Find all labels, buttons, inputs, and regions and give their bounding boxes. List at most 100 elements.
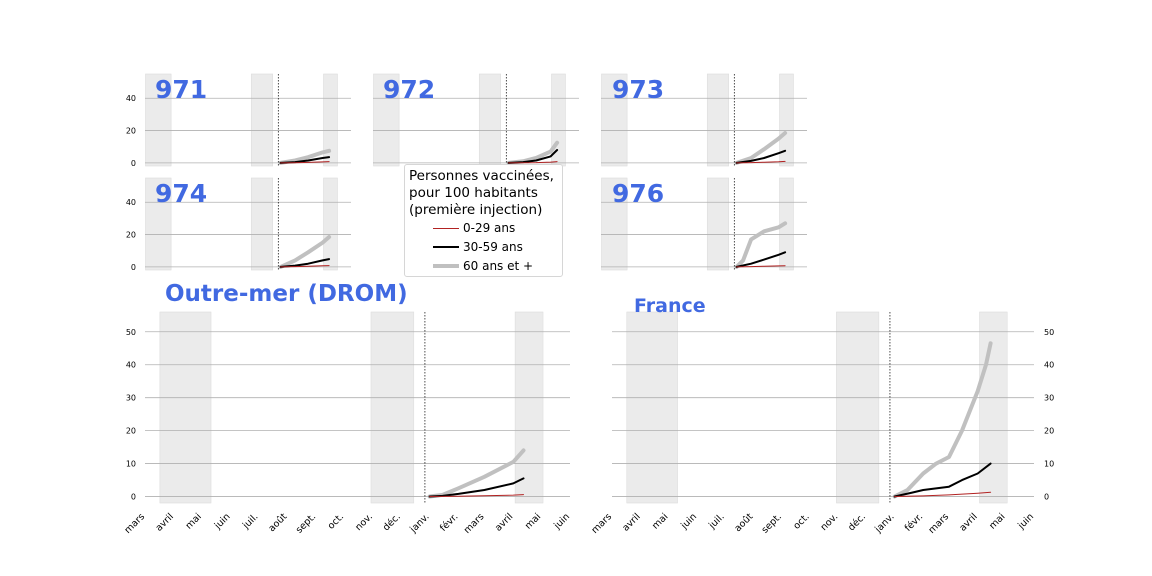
shaded-period	[836, 311, 880, 504]
shaded-period	[779, 73, 794, 167]
panel-title: 973	[612, 75, 664, 104]
x-tick-label: nov.	[819, 511, 841, 533]
legend-title-line: Personnes vaccinées,	[409, 168, 554, 184]
x-tick-label: mars	[462, 511, 487, 536]
series-line-senior	[734, 131, 788, 165]
x-tick-label: juin	[212, 511, 233, 532]
x-tick-label: oct.	[791, 511, 811, 531]
series-line-middle	[735, 149, 787, 164]
panel-title: 972	[383, 75, 435, 104]
y-tick-label: 20	[1044, 427, 1054, 436]
x-tick-label: août	[267, 511, 290, 534]
series-line-middle	[735, 251, 787, 268]
series-line-young	[280, 265, 330, 268]
x-tick-label: mai	[523, 511, 543, 531]
x-tick-label: juil.	[240, 511, 260, 531]
legend-swatch-young	[433, 227, 459, 229]
legend-title: Personnes vaccinées, pour 100 habitants …	[409, 168, 554, 219]
series-line-senior	[506, 140, 560, 165]
legend-label: 60 ans et +	[463, 259, 534, 273]
legend-swatch-middle	[433, 246, 459, 248]
series-line-senior	[892, 341, 993, 499]
shaded-period	[323, 73, 338, 167]
legend-entry-young: 0-29 ans	[433, 219, 515, 237]
x-tick-label: juin	[678, 511, 699, 532]
x-tick-label: mai	[650, 511, 670, 531]
y-tick-label: 40	[126, 198, 136, 207]
y-tick-label: 30	[1044, 394, 1054, 403]
series-line-young	[894, 491, 992, 497]
legend-swatch-senior	[433, 264, 459, 268]
x-tick-label: avril	[493, 511, 515, 533]
y-tick-label: 40	[126, 361, 136, 370]
y-tick-label: 20	[126, 427, 136, 436]
series-line-young	[280, 161, 330, 164]
shaded-period	[323, 177, 338, 271]
legend-title-line: pour 100 habitants	[409, 185, 538, 201]
x-tick-label: mai	[987, 511, 1007, 531]
legend-label: 30-59 ans	[463, 240, 523, 254]
series-line-senior	[734, 221, 788, 269]
x-tick-label: févr.	[903, 511, 926, 534]
y-tick-label: 0	[131, 159, 136, 168]
legend-label: 0-29 ans	[463, 221, 516, 235]
y-tick-label: 50	[126, 328, 136, 337]
x-tick-label: nov.	[353, 511, 375, 533]
x-tick-label: juil.	[706, 511, 726, 531]
legend-title-line: (première injection)	[409, 202, 543, 218]
panel-title: Outre-mer (DROM)	[165, 281, 408, 307]
y-tick-label: 30	[126, 394, 136, 403]
shaded-period	[601, 73, 628, 167]
y-tick-label: 10	[1044, 460, 1054, 469]
x-tick-label: févr.	[438, 511, 461, 534]
shaded-period	[250, 177, 274, 271]
shaded-period	[478, 73, 502, 167]
legend-entry-middle: 30-59 ans	[433, 238, 523, 256]
shaded-period	[706, 73, 730, 167]
x-tick-label: juin	[551, 511, 572, 532]
shaded-period	[601, 177, 628, 271]
y-tick-label: 20	[126, 127, 136, 136]
series-line-young	[429, 494, 524, 497]
x-tick-label: juin	[1015, 511, 1036, 532]
y-tick-label: 0	[131, 493, 136, 502]
y-tick-label: 20	[126, 231, 136, 240]
y-tick-label: 10	[126, 460, 136, 469]
x-tick-label: avril	[957, 511, 979, 533]
y-tick-label: 0	[131, 263, 136, 272]
y-tick-label: 0	[1044, 493, 1049, 502]
x-tick-label: sept.	[294, 511, 318, 535]
x-tick-label: déc.	[381, 511, 403, 533]
shaded-period	[514, 311, 544, 504]
shaded-period	[145, 177, 172, 271]
y-tick-label: 40	[1044, 361, 1054, 370]
series-line-senior	[427, 448, 526, 499]
shaded-period	[373, 73, 400, 167]
x-tick-label: janv.	[407, 511, 431, 535]
legend: Personnes vaccinées, pour 100 habitants …	[404, 164, 563, 277]
x-tick-label: janv.	[872, 511, 896, 535]
series-line-young	[508, 161, 558, 164]
x-tick-label: avril	[154, 511, 176, 533]
series-line-young	[736, 265, 786, 268]
shaded-period	[145, 73, 172, 167]
x-tick-label: sept.	[760, 511, 784, 535]
panel-title: 971	[155, 75, 207, 104]
y-tick-label: 40	[126, 94, 136, 103]
shaded-period	[250, 73, 274, 167]
shaded-period	[706, 177, 730, 271]
x-tick-label: août	[733, 511, 756, 534]
shaded-period	[979, 311, 1008, 504]
x-tick-label: mars	[926, 511, 951, 536]
shaded-period	[159, 311, 212, 504]
x-tick-label: mai	[184, 511, 204, 531]
x-tick-label: avril	[620, 511, 642, 533]
x-tick-label: mars	[589, 511, 614, 536]
series-line-young	[736, 160, 786, 164]
shaded-period	[626, 311, 678, 504]
shaded-period	[370, 311, 415, 504]
x-tick-label: oct.	[326, 511, 346, 531]
panel-title: France	[634, 295, 706, 317]
legend-entry-senior: 60 ans et +	[433, 257, 533, 275]
